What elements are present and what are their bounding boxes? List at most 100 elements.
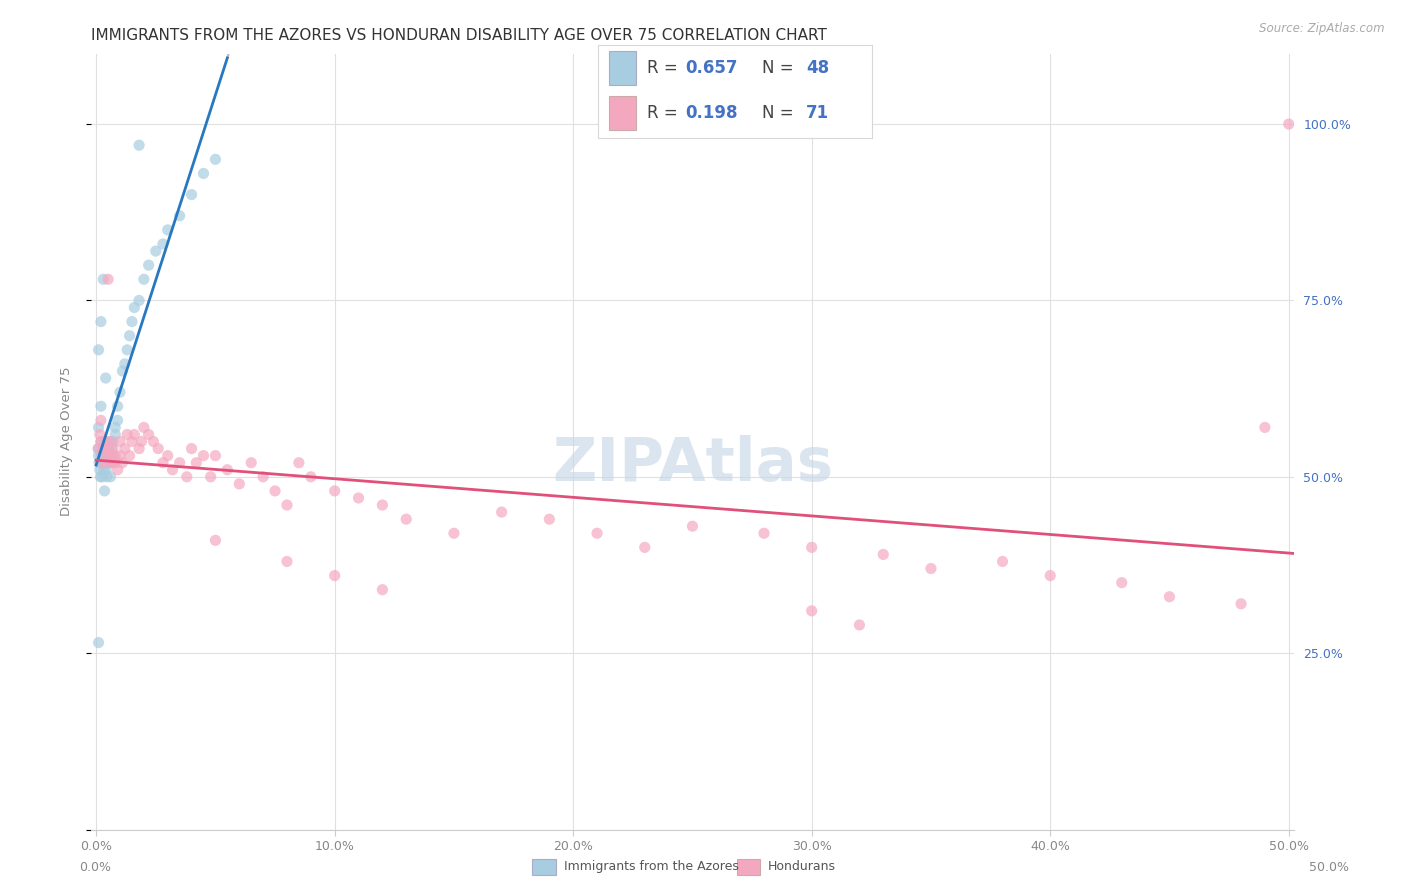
Point — [124, 427, 146, 442]
Bar — [531, 859, 555, 875]
Bar — [737, 859, 761, 875]
Point — [132, 420, 155, 434]
Point — [1111, 575, 1133, 590]
Point — [107, 399, 129, 413]
Text: Source: ZipAtlas.com: Source: ZipAtlas.com — [1260, 22, 1385, 36]
Point — [800, 541, 823, 555]
Point — [90, 315, 112, 329]
Point — [100, 470, 122, 484]
Point — [91, 442, 114, 456]
Point — [193, 166, 215, 180]
Point — [108, 434, 131, 449]
Point — [93, 463, 115, 477]
Point — [200, 470, 222, 484]
Point — [193, 449, 215, 463]
Point — [142, 434, 165, 449]
Point — [101, 456, 124, 470]
Point — [94, 434, 117, 449]
Point — [800, 604, 823, 618]
Point — [90, 399, 112, 413]
Point — [115, 427, 138, 442]
Point — [169, 456, 191, 470]
Point — [108, 449, 131, 463]
Point — [98, 434, 121, 449]
Point — [1254, 420, 1277, 434]
Point — [114, 357, 136, 371]
Point — [90, 434, 112, 449]
Point — [90, 434, 112, 449]
Point — [97, 449, 120, 463]
Point — [121, 434, 143, 449]
Point — [104, 449, 127, 463]
Point — [371, 498, 394, 512]
Point — [848, 618, 870, 632]
Point — [94, 449, 117, 463]
Text: 0.657: 0.657 — [685, 59, 738, 77]
Point — [104, 456, 127, 470]
Point — [87, 449, 110, 463]
Point — [100, 442, 122, 456]
Point — [104, 427, 127, 442]
Point — [162, 463, 184, 477]
Y-axis label: Disability Age Over 75: Disability Age Over 75 — [60, 367, 73, 516]
Point — [752, 526, 775, 541]
Point — [288, 456, 311, 470]
Point — [89, 463, 111, 477]
Point — [180, 442, 202, 456]
Point — [276, 498, 298, 512]
Point — [91, 456, 114, 470]
Point — [118, 449, 141, 463]
Point — [145, 244, 167, 258]
Point — [87, 442, 110, 456]
Point — [152, 456, 174, 470]
Point — [87, 420, 110, 434]
Point — [491, 505, 513, 519]
Point — [186, 456, 208, 470]
Point — [323, 568, 346, 582]
Point — [94, 456, 117, 470]
Point — [146, 442, 169, 456]
Point — [128, 138, 150, 153]
Point — [347, 491, 370, 505]
Point — [89, 427, 111, 442]
Point — [204, 153, 226, 167]
Point — [443, 526, 465, 541]
Point — [104, 420, 127, 434]
Text: 0.0%: 0.0% — [80, 861, 111, 873]
Point — [169, 209, 191, 223]
Text: 48: 48 — [806, 59, 830, 77]
Point — [1230, 597, 1253, 611]
Point — [87, 456, 110, 470]
Point — [111, 456, 134, 470]
Point — [90, 456, 112, 470]
Point — [91, 442, 114, 456]
Text: Hondurans: Hondurans — [768, 860, 837, 872]
Point — [681, 519, 703, 533]
Point — [107, 413, 129, 427]
Point — [180, 187, 202, 202]
Point — [138, 258, 160, 272]
Point — [132, 272, 155, 286]
Point — [96, 470, 118, 484]
Point — [115, 343, 138, 357]
Bar — [609, 51, 636, 85]
Point — [87, 442, 110, 456]
Point — [323, 483, 346, 498]
Point — [90, 413, 112, 427]
Text: N =: N = — [762, 103, 799, 121]
Point — [96, 463, 118, 477]
Point — [538, 512, 561, 526]
Point — [91, 470, 114, 484]
Point — [276, 554, 298, 568]
Point — [920, 561, 942, 575]
Point — [91, 272, 114, 286]
Point — [240, 456, 263, 470]
Point — [176, 470, 198, 484]
Point — [1278, 117, 1301, 131]
Text: 0.198: 0.198 — [685, 103, 738, 121]
Bar — [609, 96, 636, 130]
Point — [217, 463, 239, 477]
Point — [395, 512, 418, 526]
Point — [131, 434, 153, 449]
Point — [97, 442, 120, 456]
